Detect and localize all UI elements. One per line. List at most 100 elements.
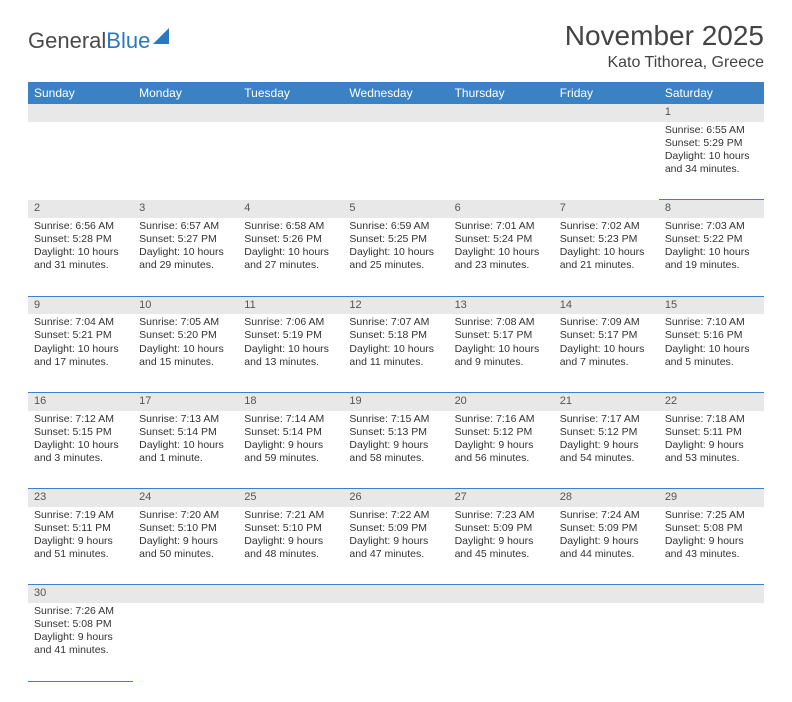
day-body-row: Sunrise: 7:26 AMSunset: 5:08 PMDaylight:… (28, 603, 764, 681)
daylight-text: Daylight: 10 hours and 25 minutes. (349, 246, 442, 272)
day-number-cell: 22 (659, 392, 764, 410)
day-number-cell: 15 (659, 296, 764, 314)
sunrise-text: Sunrise: 7:22 AM (349, 509, 442, 522)
day-cell: Sunrise: 7:19 AMSunset: 5:11 PMDaylight:… (28, 507, 133, 566)
day-number-cell: 1 (659, 104, 764, 122)
sunrise-text: Sunrise: 7:13 AM (139, 413, 232, 426)
day-number-cell: 9 (28, 296, 133, 314)
sunrise-text: Sunrise: 7:07 AM (349, 316, 442, 329)
sunrise-text: Sunrise: 7:01 AM (455, 220, 548, 233)
day-body-cell: Sunrise: 7:06 AMSunset: 5:19 PMDaylight:… (238, 314, 343, 392)
day-number: 25 (238, 489, 343, 507)
day-cell: Sunrise: 7:15 AMSunset: 5:13 PMDaylight:… (343, 411, 448, 470)
sunrise-text: Sunrise: 6:55 AM (665, 124, 758, 137)
day-body-cell: Sunrise: 7:03 AMSunset: 5:22 PMDaylight:… (659, 218, 764, 296)
day-number: 18 (238, 393, 343, 411)
sunrise-text: Sunrise: 7:21 AM (244, 509, 337, 522)
day-number-cell: 25 (238, 489, 343, 507)
day-number-cell (554, 104, 659, 122)
day-cell: Sunrise: 7:06 AMSunset: 5:19 PMDaylight:… (238, 314, 343, 373)
day-cell: Sunrise: 7:18 AMSunset: 5:11 PMDaylight:… (659, 411, 764, 470)
day-body-cell: Sunrise: 7:12 AMSunset: 5:15 PMDaylight:… (28, 411, 133, 489)
daylight-text: Daylight: 9 hours and 50 minutes. (139, 535, 232, 561)
day-body-cell: Sunrise: 7:10 AMSunset: 5:16 PMDaylight:… (659, 314, 764, 392)
day-number-cell: 16 (28, 392, 133, 410)
day-body-cell: Sunrise: 7:20 AMSunset: 5:10 PMDaylight:… (133, 507, 238, 585)
day-body-cell: Sunrise: 6:55 AMSunset: 5:29 PMDaylight:… (659, 122, 764, 200)
weekday-header: Wednesday (343, 82, 448, 104)
sunset-text: Sunset: 5:13 PM (349, 426, 442, 439)
logo-text-2: Blue (106, 28, 150, 54)
sunset-text: Sunset: 5:24 PM (455, 233, 548, 246)
day-number: 17 (133, 393, 238, 411)
day-body-cell (238, 122, 343, 200)
day-body-cell: Sunrise: 7:08 AMSunset: 5:17 PMDaylight:… (449, 314, 554, 392)
day-number-cell (449, 585, 554, 603)
day-body-cell: Sunrise: 7:04 AMSunset: 5:21 PMDaylight:… (28, 314, 133, 392)
daylight-text: Daylight: 9 hours and 43 minutes. (665, 535, 758, 561)
daylight-text: Daylight: 10 hours and 3 minutes. (34, 439, 127, 465)
sunset-text: Sunset: 5:28 PM (34, 233, 127, 246)
sunset-text: Sunset: 5:18 PM (349, 329, 442, 342)
sunrise-text: Sunrise: 7:24 AM (560, 509, 653, 522)
day-body-cell: Sunrise: 7:23 AMSunset: 5:09 PMDaylight:… (449, 507, 554, 585)
sunrise-text: Sunrise: 6:57 AM (139, 220, 232, 233)
day-number-cell: 13 (449, 296, 554, 314)
day-number-cell (343, 585, 448, 603)
day-body-cell: Sunrise: 6:59 AMSunset: 5:25 PMDaylight:… (343, 218, 448, 296)
sunset-text: Sunset: 5:27 PM (139, 233, 232, 246)
day-number: 24 (133, 489, 238, 507)
day-body-cell: Sunrise: 7:07 AMSunset: 5:18 PMDaylight:… (343, 314, 448, 392)
daylight-text: Daylight: 10 hours and 7 minutes. (560, 343, 653, 369)
sunrise-text: Sunrise: 6:59 AM (349, 220, 442, 233)
sunset-text: Sunset: 5:17 PM (455, 329, 548, 342)
daylight-text: Daylight: 10 hours and 31 minutes. (34, 246, 127, 272)
day-cell: Sunrise: 6:55 AMSunset: 5:29 PMDaylight:… (659, 122, 764, 181)
sunset-text: Sunset: 5:09 PM (349, 522, 442, 535)
sunset-text: Sunset: 5:08 PM (665, 522, 758, 535)
day-body-cell (133, 122, 238, 200)
logo: GeneralBlue (28, 28, 169, 54)
day-number-cell (238, 104, 343, 122)
daylight-text: Daylight: 10 hours and 19 minutes. (665, 246, 758, 272)
day-cell: Sunrise: 6:57 AMSunset: 5:27 PMDaylight:… (133, 218, 238, 277)
weekday-header: Saturday (659, 82, 764, 104)
day-body-cell (554, 122, 659, 200)
day-body-row: Sunrise: 6:56 AMSunset: 5:28 PMDaylight:… (28, 218, 764, 296)
sunrise-text: Sunrise: 7:15 AM (349, 413, 442, 426)
day-number: 8 (659, 200, 764, 218)
day-number-cell: 17 (133, 392, 238, 410)
day-number-cell (133, 104, 238, 122)
day-cell: Sunrise: 7:17 AMSunset: 5:12 PMDaylight:… (554, 411, 659, 470)
sunset-text: Sunset: 5:29 PM (665, 137, 758, 150)
sunrise-text: Sunrise: 7:04 AM (34, 316, 127, 329)
logo-text-1: General (28, 28, 106, 54)
day-number-cell (343, 104, 448, 122)
day-cell: Sunrise: 7:04 AMSunset: 5:21 PMDaylight:… (28, 314, 133, 373)
day-number: 9 (28, 297, 133, 315)
day-body-cell: Sunrise: 7:02 AMSunset: 5:23 PMDaylight:… (554, 218, 659, 296)
day-number-cell (133, 585, 238, 603)
day-number-cell (28, 104, 133, 122)
sunset-text: Sunset: 5:14 PM (244, 426, 337, 439)
day-number: 11 (238, 297, 343, 315)
day-cell: Sunrise: 6:56 AMSunset: 5:28 PMDaylight:… (28, 218, 133, 277)
day-number-cell (449, 104, 554, 122)
day-number: 5 (343, 200, 448, 218)
day-body-cell: Sunrise: 7:13 AMSunset: 5:14 PMDaylight:… (133, 411, 238, 489)
daylight-text: Daylight: 10 hours and 21 minutes. (560, 246, 653, 272)
day-number: 30 (28, 585, 133, 603)
day-number-row: 1 (28, 104, 764, 122)
daylight-text: Daylight: 9 hours and 41 minutes. (34, 631, 127, 657)
sunrise-text: Sunrise: 7:08 AM (455, 316, 548, 329)
day-number-cell: 24 (133, 489, 238, 507)
day-cell: Sunrise: 7:16 AMSunset: 5:12 PMDaylight:… (449, 411, 554, 470)
day-number: 15 (659, 297, 764, 315)
daylight-text: Daylight: 10 hours and 11 minutes. (349, 343, 442, 369)
sunrise-text: Sunrise: 7:16 AM (455, 413, 548, 426)
day-number-cell (554, 585, 659, 603)
day-body-cell (28, 122, 133, 200)
day-number: 23 (28, 489, 133, 507)
day-number-cell: 21 (554, 392, 659, 410)
day-body-cell: Sunrise: 6:57 AMSunset: 5:27 PMDaylight:… (133, 218, 238, 296)
